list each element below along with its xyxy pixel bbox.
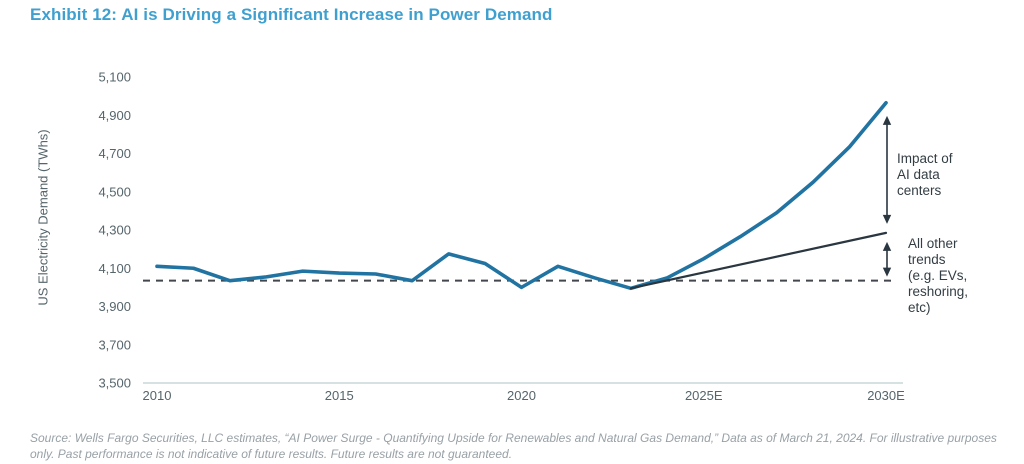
- x-tick-label: 2010: [143, 388, 172, 403]
- y-tick-label: 3,500: [98, 376, 131, 391]
- y-tick-label: 4,500: [98, 184, 131, 199]
- y-tick-label: 4,700: [98, 146, 131, 161]
- all-other-trends-arrow-head-top: [882, 241, 892, 251]
- x-tick-label: 2020: [507, 388, 536, 403]
- impact-ai-arrow-head-bottom: [882, 214, 892, 224]
- y-tick-label: 3,900: [98, 299, 131, 314]
- other-trends-line-series: [629, 231, 888, 290]
- x-tick-label: 2025E: [685, 388, 723, 403]
- x-tick-label: 2030E: [867, 388, 905, 403]
- y-tick-label: 4,100: [98, 261, 131, 276]
- chart-title: Exhibit 12: AI is Driving a Significant …: [30, 5, 553, 24]
- y-tick-label: 4,900: [98, 108, 131, 123]
- x-tick-label: 2015: [325, 388, 354, 403]
- annotation-impact-ai-data-centers: Impact of AI data centers: [897, 151, 953, 198]
- source-note: Source: Wells Fargo Securities, LLC esti…: [30, 431, 997, 461]
- y-tick-label: 4,300: [98, 223, 131, 238]
- y-tick-label: 3,700: [98, 337, 131, 352]
- impact-ai-arrow-head-top: [882, 115, 892, 125]
- y-tick-label: 5,100: [98, 70, 131, 85]
- annotation-all-other-trends: All other trends (e.g. EVs, reshoring, e…: [908, 236, 969, 315]
- all-other-trends-arrow-head-bottom: [882, 267, 892, 277]
- power-demand-chart: 5,100 4,900 4,700 4,500 4,300 4,100 3,900 3,700…: [98, 70, 905, 404]
- demand-line-series: [155, 101, 888, 291]
